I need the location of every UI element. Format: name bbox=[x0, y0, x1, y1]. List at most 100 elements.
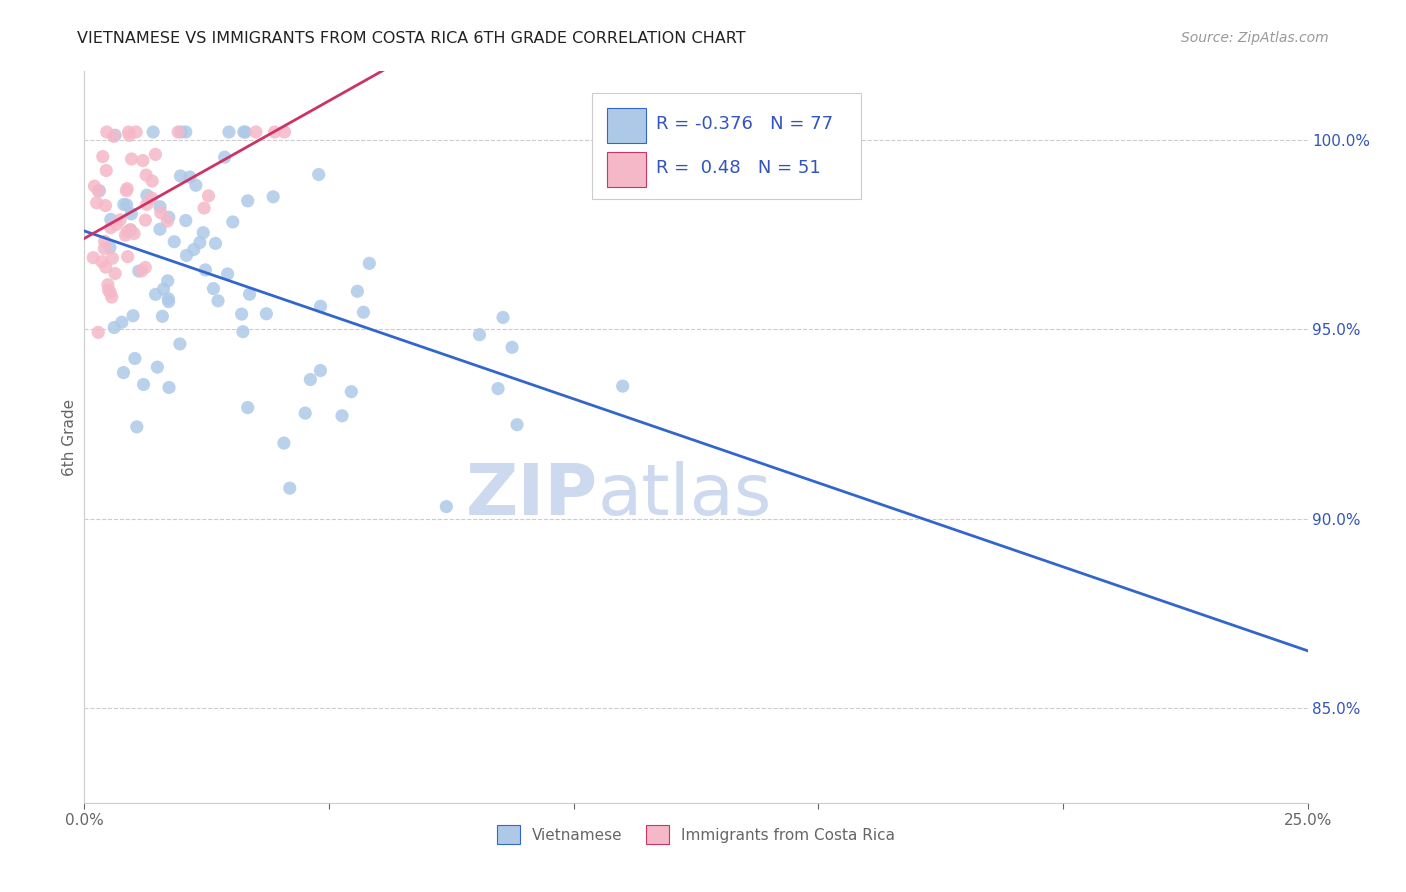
Point bbox=[174, 125, 197, 139]
Point bbox=[163, 235, 186, 249]
Point bbox=[262, 190, 284, 204]
Point bbox=[146, 360, 169, 375]
Point bbox=[197, 189, 219, 203]
Point bbox=[157, 294, 180, 309]
Text: atlas: atlas bbox=[598, 461, 772, 530]
Point bbox=[93, 235, 115, 249]
Point bbox=[120, 222, 142, 236]
Point bbox=[120, 207, 142, 221]
Point bbox=[152, 282, 174, 296]
Point bbox=[170, 125, 193, 139]
Point bbox=[112, 366, 135, 380]
Point bbox=[83, 179, 105, 194]
Point bbox=[115, 198, 138, 212]
Point bbox=[204, 236, 226, 251]
Point bbox=[135, 168, 157, 182]
Point bbox=[174, 213, 197, 227]
Point bbox=[98, 285, 121, 300]
Bar bbox=[592, 94, 860, 200]
Point bbox=[122, 309, 145, 323]
Point bbox=[104, 128, 127, 143]
Point bbox=[486, 382, 509, 396]
Point bbox=[330, 409, 353, 423]
Point bbox=[193, 201, 215, 215]
Point bbox=[157, 380, 180, 394]
Point bbox=[97, 283, 120, 297]
Point bbox=[214, 150, 236, 164]
Point bbox=[114, 228, 136, 243]
Point bbox=[239, 287, 262, 301]
Point bbox=[91, 149, 114, 163]
Point bbox=[232, 325, 254, 339]
Point bbox=[169, 337, 191, 351]
Text: VIETNAMESE VS IMMIGRANTS FROM COSTA RICA 6TH GRADE CORRELATION CHART: VIETNAMESE VS IMMIGRANTS FROM COSTA RICA… bbox=[77, 31, 747, 46]
Point bbox=[145, 287, 167, 301]
Y-axis label: 6th Grade: 6th Grade bbox=[62, 399, 77, 475]
Point bbox=[141, 191, 163, 205]
Point bbox=[131, 264, 153, 278]
Point bbox=[294, 406, 316, 420]
Point bbox=[132, 153, 155, 168]
Point bbox=[105, 218, 128, 232]
Point bbox=[104, 267, 127, 281]
Point bbox=[149, 222, 172, 236]
Point bbox=[100, 220, 122, 235]
Point bbox=[167, 125, 190, 139]
Point bbox=[193, 226, 215, 240]
Point bbox=[150, 310, 173, 324]
Point bbox=[120, 223, 142, 237]
Point bbox=[184, 178, 207, 193]
Point bbox=[183, 243, 205, 257]
Point bbox=[309, 363, 332, 377]
Point bbox=[103, 129, 125, 144]
Point bbox=[157, 292, 180, 306]
Point bbox=[134, 260, 156, 275]
Point bbox=[245, 125, 267, 139]
Point bbox=[235, 125, 257, 139]
Point bbox=[254, 307, 277, 321]
Point bbox=[117, 250, 139, 264]
Point bbox=[612, 379, 634, 393]
Point bbox=[263, 125, 285, 139]
Point bbox=[117, 125, 139, 139]
Point bbox=[273, 125, 295, 139]
Point bbox=[222, 215, 245, 229]
Point bbox=[93, 242, 115, 256]
Point bbox=[217, 267, 239, 281]
Point bbox=[115, 181, 138, 195]
Point bbox=[112, 197, 135, 211]
Bar bbox=[606, 108, 645, 143]
Point bbox=[299, 373, 322, 387]
Point bbox=[108, 213, 131, 227]
Point bbox=[142, 125, 165, 139]
Point bbox=[207, 293, 229, 308]
Point bbox=[100, 212, 122, 227]
Point bbox=[232, 125, 254, 139]
Point bbox=[188, 235, 211, 250]
Legend: Vietnamese, Immigrants from Costa Rica: Vietnamese, Immigrants from Costa Rica bbox=[491, 819, 901, 850]
Point bbox=[117, 224, 139, 238]
Point bbox=[156, 274, 179, 288]
Point bbox=[506, 417, 529, 432]
Point bbox=[273, 436, 295, 450]
Text: Source: ZipAtlas.com: Source: ZipAtlas.com bbox=[1181, 31, 1329, 45]
Point bbox=[149, 205, 172, 219]
Point bbox=[134, 213, 156, 227]
Point bbox=[122, 227, 145, 241]
Bar bbox=[606, 152, 645, 187]
Point bbox=[86, 195, 108, 210]
Point bbox=[141, 174, 163, 188]
Point bbox=[236, 401, 259, 415]
Point bbox=[176, 248, 198, 262]
Point bbox=[121, 152, 143, 166]
Point bbox=[340, 384, 363, 399]
Point bbox=[179, 170, 201, 185]
Point bbox=[492, 310, 515, 325]
Point bbox=[194, 263, 217, 277]
Point bbox=[98, 240, 121, 254]
Point bbox=[135, 197, 157, 211]
Point bbox=[145, 147, 167, 161]
Point bbox=[309, 299, 332, 313]
Point bbox=[308, 168, 330, 182]
Point bbox=[132, 377, 155, 392]
